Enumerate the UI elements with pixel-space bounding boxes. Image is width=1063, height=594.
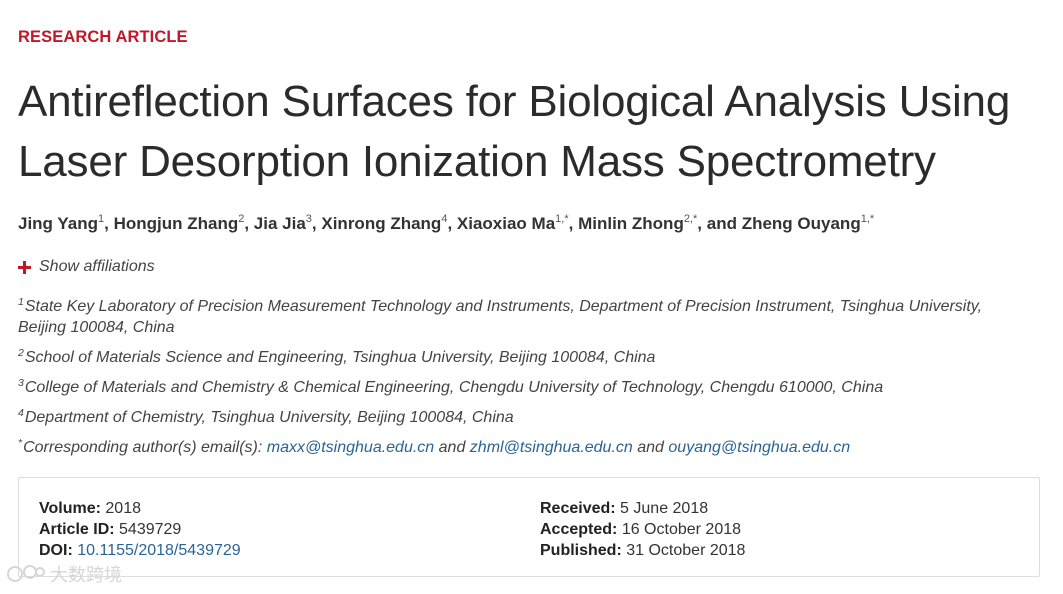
email-link[interactable]: maxx@tsinghua.edu.cn: [266, 439, 435, 456]
article-id-row: Article ID: 5439729: [39, 521, 182, 538]
affiliation-item: 2School of Materials Science and Enginee…: [18, 347, 656, 366]
author-name: Hongjun Zhang: [113, 214, 239, 233]
author-affiliation-marker: 1: [98, 213, 105, 225]
author-affiliation-marker: 4: [441, 213, 448, 225]
author-separator: ,: [244, 214, 254, 233]
author-affiliation-marker: 2,*: [683, 213, 698, 225]
article-type-label: RESEARCH ARTICLE: [18, 28, 188, 46]
corresponding-author: *Corresponding author(s) email(s): maxx@…: [18, 437, 851, 456]
received-value: 5 June 2018: [620, 500, 709, 517]
author-separator: ,: [447, 214, 457, 233]
show-affiliations-label: Show affiliations: [39, 258, 155, 275]
email-link[interactable]: ouyang@tsinghua.edu.cn: [668, 439, 851, 456]
volume-value: 2018: [105, 500, 141, 517]
author-name: Jing Yang: [18, 214, 98, 233]
author-name: Zheng Ouyang: [741, 214, 861, 233]
watermark: 大数跨境: [6, 561, 122, 587]
received-row: Received: 5 June 2018: [540, 500, 709, 517]
article-title: Antireflection Surfaces for Biological A…: [18, 77, 1011, 186]
published-row: Published: 31 October 2018: [540, 542, 746, 559]
author-separator: ,: [568, 214, 579, 233]
author-separator: ,: [311, 214, 322, 233]
author-affiliation-marker: 1,*: [860, 213, 875, 225]
author-affiliation-marker: 1,*: [555, 213, 569, 225]
plus-icon: [18, 260, 31, 274]
article-id-value: 5439729: [119, 521, 182, 538]
doi-row: DOI: 10.1155/2018/5439729: [39, 542, 241, 559]
accepted-value: 16 October 2018: [621, 521, 742, 538]
author-affiliation-marker: 2: [238, 213, 245, 225]
author-affiliation-marker: 3: [305, 213, 312, 225]
metadata-right-column: Received: 5 June 2018 Accepted: 16 Octob…: [540, 498, 745, 561]
affiliation-list: 1State Key Laboratory of Precision Measu…: [18, 296, 1018, 467]
author-name: Minlin Zhong: [578, 214, 684, 233]
metadata-left-column: Volume: 2018 Article ID: 5439729 DOI: 10…: [39, 498, 241, 561]
show-affiliations-toggle[interactable]: Show affiliations: [18, 258, 155, 276]
volume-row: Volume: 2018: [39, 500, 141, 517]
affiliation-item: 4Department of Chemistry, Tsinghua Unive…: [18, 407, 514, 426]
published-value: 31 October 2018: [626, 542, 746, 559]
accepted-row: Accepted: 16 October 2018: [540, 521, 742, 538]
affiliation-item: 3College of Materials and Chemistry & Ch…: [18, 377, 884, 396]
doi-link[interactable]: 10.1155/2018/5439729: [77, 542, 241, 559]
author-list: Jing Yang1, Hongjun Zhang2, Jia Jia3, Xi…: [18, 214, 1058, 234]
email-link[interactable]: zhml@tsinghua.edu.cn: [469, 439, 633, 456]
author-name: Xinrong Zhang: [321, 214, 442, 233]
watermark-logo-icon: [7, 565, 45, 582]
author-separator: , and: [697, 214, 742, 233]
article-metadata-box: Volume: 2018 Article ID: 5439729 DOI: 10…: [18, 477, 1040, 577]
affiliation-item: 1State Key Laboratory of Precision Measu…: [18, 296, 983, 336]
author-name: Xiaoxiao Ma: [456, 214, 556, 233]
author-name: Jia Jia: [253, 214, 306, 233]
watermark-text: 大数跨境: [50, 565, 122, 586]
author-separator: ,: [104, 214, 114, 233]
